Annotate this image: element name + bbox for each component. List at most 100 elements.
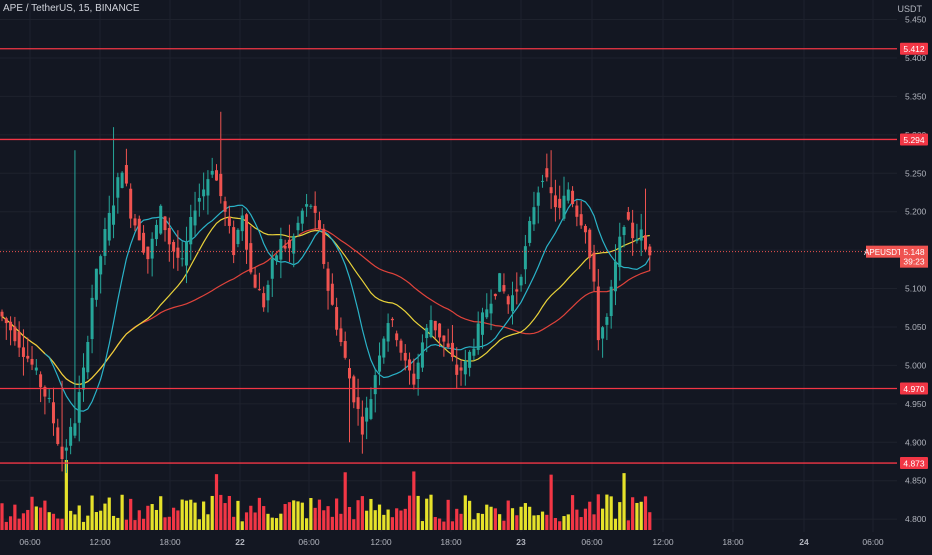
candle-body — [120, 172, 124, 188]
volume-bar — [34, 506, 38, 530]
level-label-bg — [900, 42, 928, 55]
candle-body — [210, 170, 214, 175]
candle-body — [266, 284, 270, 301]
level-label: 4.970 — [903, 384, 925, 394]
candle-body — [438, 323, 442, 338]
volume-bar — [287, 502, 292, 530]
volume-bar — [4, 521, 8, 530]
interval: 15 — [78, 3, 90, 14]
candle-body — [489, 303, 493, 314]
volume-bar — [159, 496, 163, 530]
current-price-label: 5.148 — [903, 247, 925, 257]
volume-bar — [618, 502, 622, 530]
candle-body — [528, 221, 532, 243]
candle-body — [47, 397, 51, 399]
volume-bar — [81, 521, 86, 530]
candle-body — [21, 347, 25, 357]
volume-bar — [583, 508, 588, 530]
candle-body — [412, 373, 416, 385]
volume-bar — [570, 495, 575, 530]
candle-body — [77, 392, 81, 423]
candle-body — [459, 367, 463, 371]
time-tick-label: 18:00 — [722, 537, 744, 547]
level-label-bg — [900, 457, 928, 470]
volume-bar — [253, 512, 257, 530]
candle-body — [476, 323, 480, 350]
volume-bar — [223, 503, 227, 530]
candle-body — [215, 170, 218, 181]
candle-body — [82, 367, 86, 390]
moving-averages — [1, 198, 651, 412]
time-axis[interactable]: 06:00 12:00 18:00 22 06:00 12:00 18:00 23 06:00 1… — [19, 537, 884, 547]
volume-bar — [515, 515, 519, 530]
candle-body — [279, 238, 283, 260]
volume-bar — [0, 503, 4, 530]
candle-body — [605, 316, 609, 325]
chart-title: APE / TetherUS, 15, BINANCE — [3, 3, 140, 14]
volume-bar — [107, 497, 111, 530]
candle-body — [352, 376, 356, 403]
candle-body — [232, 227, 236, 256]
candle-body — [442, 335, 446, 342]
volume-bar — [322, 510, 326, 530]
candle-body — [446, 343, 450, 347]
candle-body — [639, 229, 643, 241]
candle-body — [249, 243, 253, 273]
candle-body — [416, 362, 420, 380]
candle-body — [463, 360, 467, 375]
volume-bar — [210, 495, 214, 530]
current-price-bg — [900, 245, 928, 268]
volume-bar — [575, 509, 579, 530]
candle-body — [519, 276, 523, 286]
volume-bar — [56, 518, 60, 530]
candle-body — [292, 236, 296, 254]
candle-body — [193, 210, 197, 226]
candle-body — [511, 295, 515, 312]
volume-bar — [343, 472, 347, 530]
candle-body — [159, 205, 163, 234]
price-axis[interactable]: 5.4505.4005.3505.3005.2505.2005.1505.100… — [905, 15, 927, 525]
volume-bar — [279, 513, 283, 530]
candle-body — [317, 220, 321, 230]
volume-bar — [365, 510, 369, 530]
candle-body — [305, 204, 309, 207]
volume-bar — [485, 504, 489, 530]
candle-body — [51, 402, 55, 424]
time-tick-label: 06:00 — [581, 537, 603, 547]
candle-body — [343, 341, 347, 358]
volume-bar — [292, 500, 296, 530]
candlesticks — [0, 111, 652, 474]
price-tick-label: 5.050 — [905, 322, 927, 332]
level-label-bg — [900, 382, 928, 395]
time-tick-label: 06:00 — [19, 537, 41, 547]
horizontal-levels[interactable] — [0, 48, 897, 464]
level-label: 5.412 — [903, 44, 925, 54]
volume-bar — [90, 495, 94, 530]
volume-bar — [446, 499, 450, 530]
volume-bar — [476, 513, 480, 530]
volume-bar — [167, 516, 171, 530]
volume-bar — [601, 508, 605, 530]
price-tick-label: 5.100 — [905, 284, 927, 294]
volume-bar — [390, 517, 394, 530]
volume-bar — [184, 500, 189, 530]
candle-body — [631, 222, 635, 239]
grid — [0, 0, 897, 532]
volume-bar — [137, 510, 141, 530]
candle-body — [56, 427, 60, 444]
candle-body — [309, 205, 313, 207]
symbol-tag-bg — [866, 245, 900, 258]
exchange: BINANCE — [95, 3, 140, 14]
volume-bar — [588, 501, 592, 530]
volume-bar — [609, 496, 613, 530]
price-tick-label: 5.000 — [905, 360, 927, 370]
ma-long-line — [1, 228, 650, 386]
volume-bar — [360, 496, 364, 530]
candle-body — [0, 311, 4, 317]
volume-bar — [21, 513, 26, 530]
candle-body — [626, 212, 630, 220]
time-tick-label: 12:00 — [652, 537, 674, 547]
